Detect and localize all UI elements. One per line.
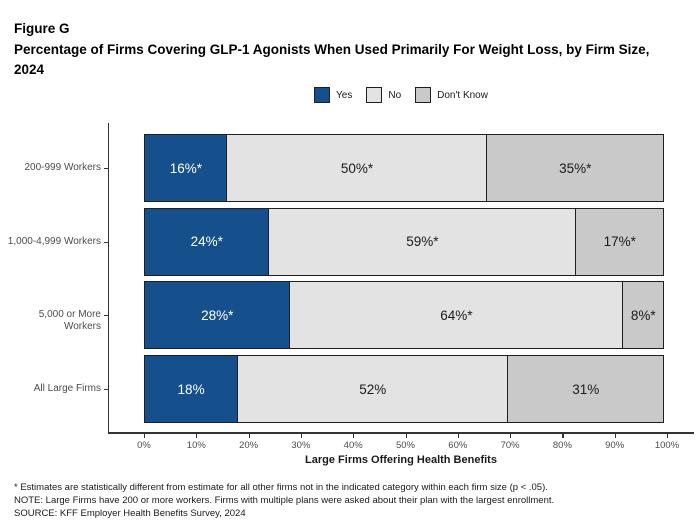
x-axis-tick [562,433,564,438]
x-axis-tick [353,433,355,438]
x-axis-tick-label: 20% [239,440,259,451]
bar-segment-yes: 18% [144,355,239,423]
x-axis-tick-label: 70% [500,440,520,451]
chart-legend: Yes No Don't Know [108,85,694,105]
bar-segment-value-label: 64%* [440,307,473,323]
bar-segment-value-label: 8%* [630,307,656,323]
y-axis-tick [104,241,108,243]
category-label: 200-999 Workers [24,162,101,173]
x-axis-tick [300,433,303,438]
figure-header: Figure G Percentage of Firms Covering GL… [14,19,678,81]
bar-row: 28%* 64%* 8%* [144,281,667,350]
category-label: 5,000 or More Workers [38,309,101,333]
bar-segment-value-label: 52% [359,381,387,397]
bar-segment-value-label: 31% [572,381,600,397]
category-label: 1,000-4,999 Workers [7,235,101,247]
x-axis-tick [196,433,198,438]
bar-row: 16%* 50%* 35%* [144,134,667,202]
x-axis-tick [510,433,512,438]
bar-segment-no: 52% [236,355,509,423]
footnote-line-3: SOURCE: KFF Employer Health Benefits Sur… [14,508,246,520]
bar-segment-no: 50%* [226,134,488,202]
bar-segment-no: 59%* [268,207,577,276]
footnote-line-1: * Estimates are statistically different … [14,482,548,493]
y-axis-tick [104,389,108,391]
bar-segment-value-label: 16%* [169,160,202,176]
x-axis-title: Large Firms Offering Health Benefits [305,454,497,466]
y-axis-line [108,123,110,434]
x-axis-tick [405,433,407,438]
bar-segment-yes: 28%* [144,281,291,350]
x-axis-tick-label: 0% [137,440,151,451]
x-axis-tick [614,433,616,438]
bar-segment-no: 64%* [289,281,624,350]
legend-swatch-icon [314,87,331,103]
bar-segment-value-label: 28%* [201,307,234,323]
x-axis-tick-label: 90% [605,440,625,451]
bar-segment-don-t-know: 17%* [575,207,665,276]
y-axis-tick [104,315,108,317]
x-axis-tick-label: 30% [291,440,311,451]
x-axis-tick [248,433,250,438]
x-axis-tick-label: 40% [343,440,363,451]
bar-segment-value-label: 35%* [559,160,592,176]
bar-segment-don-t-know: 8%* [622,281,665,350]
footnote-line-2: NOTE: Large Firms have 200 or more worke… [14,495,555,507]
bar-segment-yes: 16%* [144,134,228,202]
figure-title: Percentage of Firms Covering GLP-1 Agoni… [14,41,650,78]
legend-label: Don't Know [437,89,488,101]
bar-row: 24%* 59%* 17%* [144,207,667,276]
bar-segment-yes: 24%* [144,207,270,276]
x-axis-tick-label: 100% [654,440,680,451]
bar-segment-value-label: 24%* [190,234,223,250]
bar-segment-value-label: 59%* [406,234,439,250]
x-axis-tick-label: 50% [395,440,415,451]
x-axis-tick [667,433,669,438]
category-label: All Large Firms [33,383,101,394]
x-axis-line [108,432,694,434]
x-axis-tick [457,433,459,438]
bar-segment-don-t-know: 35%* [486,134,665,202]
bar-row: 18% 52% 31% [144,355,667,423]
bar-segment-value-label: 17%* [603,234,636,250]
bar-segment-don-t-know: 31% [507,355,665,423]
legend-label: Yes [336,89,353,101]
footnotes: * Estimates are statistically different … [14,481,692,521]
x-axis-tick [144,433,146,438]
legend-item-yes: Yes [314,87,352,103]
figure-label: Figure G [14,21,70,36]
bar-segment-value-label: 50%* [340,160,374,176]
bar-segment-value-label: 18% [177,381,205,397]
x-axis-tick-label: 60% [448,440,468,451]
legend-swatch-icon [366,87,383,103]
x-axis-tick-label: 80% [552,440,572,451]
legend-label: No [388,89,402,101]
legend-swatch-icon [415,87,432,103]
legend-item-don-t-know: Don't Know [415,87,488,103]
legend-item-no: No [366,87,401,103]
x-axis-tick-label: 10% [186,440,206,451]
y-axis-tick [104,168,108,170]
